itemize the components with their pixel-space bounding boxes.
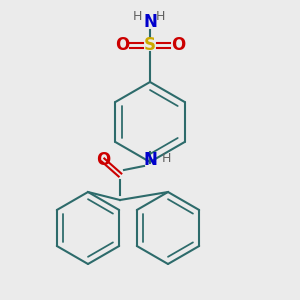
Text: H: H (155, 10, 165, 22)
Text: H: H (161, 152, 171, 164)
Text: O: O (96, 151, 110, 169)
Text: O: O (115, 36, 129, 54)
Text: O: O (171, 36, 185, 54)
Text: S: S (144, 36, 156, 54)
Text: N: N (143, 13, 157, 31)
Text: H: H (132, 10, 142, 22)
Text: N: N (143, 151, 157, 169)
